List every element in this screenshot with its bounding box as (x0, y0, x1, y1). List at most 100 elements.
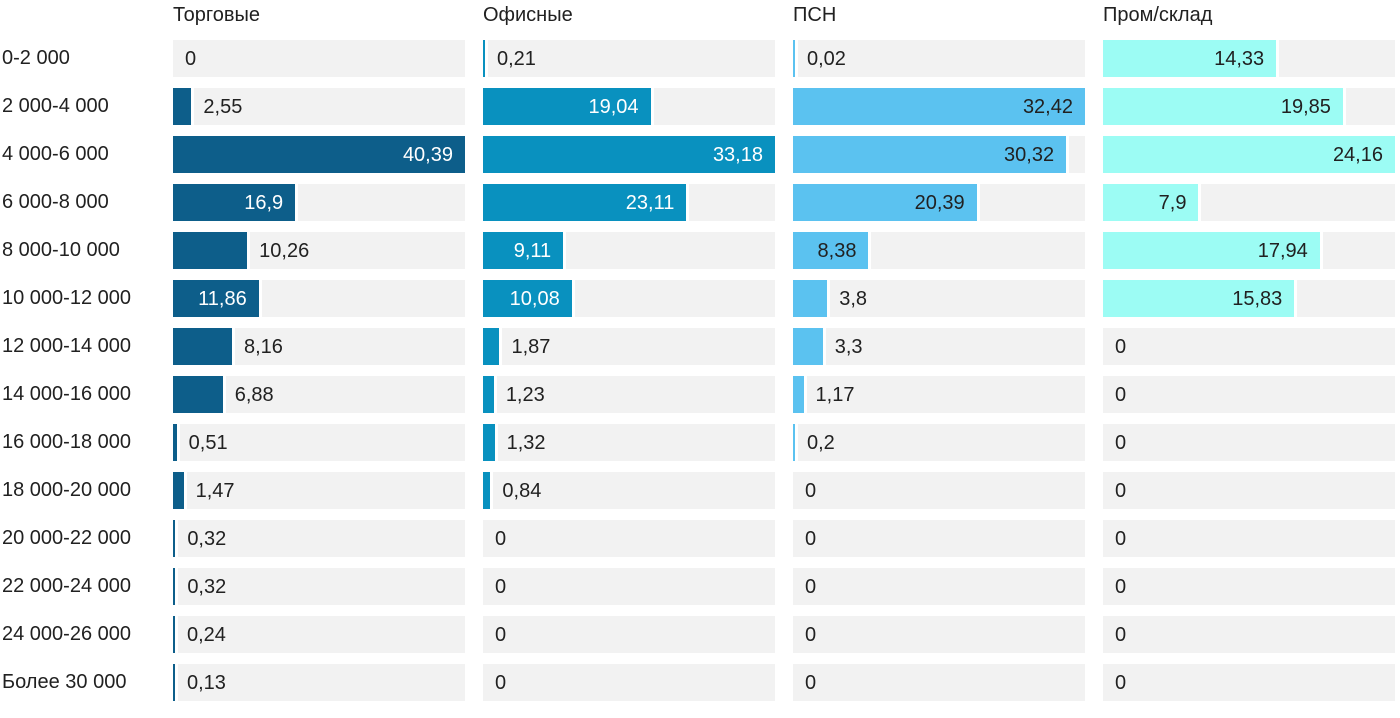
bar-value-label: 0 (495, 576, 507, 598)
bar-track: 0 (1103, 376, 1395, 413)
row-label: 14 000-16 000 (2, 383, 132, 405)
column-header-psn: ПСН (793, 4, 837, 26)
bar-track: 7,9 (1103, 184, 1395, 221)
bar-value-label: 0 (805, 480, 817, 502)
bar-value-label: 2,55 (203, 96, 243, 118)
bar-fill (1103, 280, 1298, 317)
bar-track: 10,08 (483, 280, 775, 317)
bar-value-label: 0 (1115, 576, 1127, 598)
bar-fill (173, 88, 195, 125)
bar-fill (483, 40, 488, 77)
row-label: 18 000-20 000 (2, 479, 132, 501)
bar-value-label: 1,87 (511, 336, 551, 358)
bar-track: 1,32 (483, 424, 775, 461)
bar-value-label: 0,32 (187, 528, 227, 550)
corner-spacer (0, 2, 155, 29)
bar-value-label: 23,11 (625, 192, 675, 214)
bar-value-label: 0 (1115, 432, 1127, 454)
bar-fill (173, 136, 465, 173)
bar-value-label: 1,17 (815, 384, 855, 406)
bar-track: 0,2 (793, 424, 1085, 461)
bar-track: 11,86 (173, 280, 465, 317)
bar-track: 1,23 (483, 376, 775, 413)
bar-value-label: 0 (1115, 624, 1127, 646)
bar-fill (793, 376, 807, 413)
bar-track: 0 (1103, 520, 1395, 557)
row-label: 12 000-14 000 (2, 335, 132, 357)
bar-value-label: 0 (1115, 384, 1127, 406)
bar-value-label: 0,13 (187, 672, 226, 694)
bar-value-label: 10,26 (259, 240, 310, 262)
bar-track: 19,85 (1103, 88, 1395, 125)
bar-track: 17,94 (1103, 232, 1395, 269)
bar-track: 40,39 (173, 136, 465, 173)
bar-value-label: 19,85 (1280, 96, 1331, 118)
bar-track: 19,04 (483, 88, 775, 125)
bar-track: 6,88 (173, 376, 465, 413)
bar-value-label: 0,02 (807, 48, 846, 70)
bar-value-label: 0 (805, 624, 817, 646)
bar-track: 0,32 (173, 568, 465, 605)
bar-fill (1103, 88, 1346, 125)
bar-track: 0 (1103, 424, 1395, 461)
bar-track: 10,26 (173, 232, 465, 269)
bar-fill (793, 328, 826, 365)
row-label: 16 000-18 000 (2, 431, 132, 453)
column-header-prom-sklad: Пром/склад (1103, 4, 1213, 26)
bar-fill (483, 232, 567, 269)
bar-track: 1,87 (483, 328, 775, 365)
bar-value-label: 19,04 (588, 96, 639, 118)
bar-track: 8,38 (793, 232, 1085, 269)
bar-value-label: 10,08 (509, 288, 560, 310)
bar-track: 0 (483, 568, 775, 605)
bar-track: 33,18 (483, 136, 775, 173)
bar-track: 15,83 (1103, 280, 1395, 317)
bar-value-label: 8,16 (243, 336, 283, 358)
bar-track: 30,32 (793, 136, 1085, 173)
bar-fill (483, 136, 775, 173)
bar-fill (483, 424, 498, 461)
row-label: 4 000-6 000 (2, 143, 109, 165)
chart-grid: Торговые Офисные ПСН Пром/склад 0-2 000 0… (0, 2, 1400, 701)
bar-value-label: 0,51 (188, 432, 228, 454)
bar-value-label: 6,88 (234, 384, 274, 406)
bar-value-label: 0 (805, 576, 817, 598)
bar-track: 23,11 (483, 184, 775, 221)
bar-track: 20,39 (793, 184, 1085, 221)
bar-track: 0,21 (483, 40, 775, 77)
bar-track: 0 (1103, 472, 1395, 509)
bar-track: 32,42 (793, 88, 1085, 125)
bar-track: 0 (483, 520, 775, 557)
bar-value-label: 3,3 (834, 336, 863, 358)
row-label: 2 000-4 000 (2, 95, 109, 117)
bar-fill (793, 280, 831, 317)
bar-value-label: 1,32 (506, 432, 546, 454)
bar-track: 0 (1103, 568, 1395, 605)
bar-value-label: 0 (805, 528, 817, 550)
bar-value-label: 11,86 (198, 288, 247, 310)
bar-fill (793, 136, 1070, 173)
bar-fill (793, 184, 980, 221)
bar-track: 1,17 (793, 376, 1085, 413)
bar-track: 0 (793, 472, 1085, 509)
bar-track: 0 (793, 568, 1085, 605)
bar-value-label: 8,38 (817, 240, 857, 262)
bar-track: 0 (793, 616, 1085, 653)
bar-value-label: 0 (1115, 336, 1127, 358)
bar-value-label: 30,32 (1004, 144, 1055, 166)
bar-fill (1103, 184, 1202, 221)
row-label: 0-2 000 (2, 47, 70, 69)
bar-value-label: 0,2 (807, 432, 835, 454)
row-label: 10 000-12 000 (2, 287, 132, 309)
bar-fill (173, 280, 262, 317)
bar-value-label: 40,39 (402, 144, 453, 166)
bar-value-label: 14,33 (1214, 48, 1265, 70)
row-label: 24 000-26 000 (2, 623, 132, 645)
bar-track: 0,51 (173, 424, 465, 461)
bar-track: 9,11 (483, 232, 775, 269)
bar-fill (1103, 40, 1280, 77)
bar-fill (483, 280, 575, 317)
bar-fill (173, 376, 226, 413)
bar-track: 24,16 (1103, 136, 1395, 173)
bar-value-label: 16,9 (244, 192, 284, 214)
